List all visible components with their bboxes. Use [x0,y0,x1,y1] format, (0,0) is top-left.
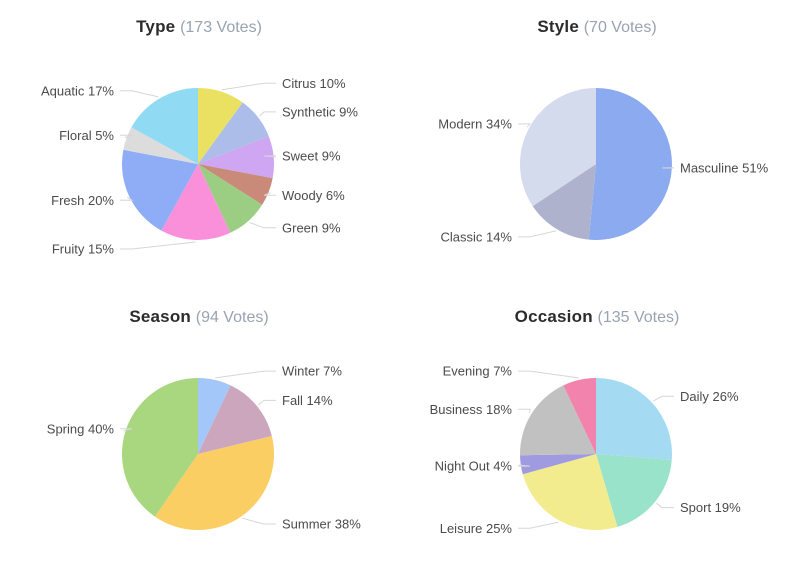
leader-line [260,112,276,116]
slice-label: Sweet 9% [282,149,341,164]
slice-label: Aquatic 17% [41,83,114,98]
leader-line [518,371,579,378]
chart-card-season: Winter 7%Fall 14%Summer 38%Spring 40% Se… [0,290,398,580]
leader-line [518,231,556,237]
chart-card-occasion: Daily 26% Sport 19% Leisure 25% Night Out 4… [398,290,796,580]
leader-line [250,223,276,228]
leader-line [518,522,558,528]
slice-label: Summer 38% [282,517,361,532]
slice-label: Evening 7% [443,364,513,379]
leader-line [222,83,276,90]
slice-label: Green 9% [282,220,341,235]
slice-label: Sport 19% [680,500,741,515]
pie-chart-style: Masculine 51% Classic 14% Modern 34% [398,0,796,290]
slice-label: Night Out 4% [435,459,513,474]
chart-card-style: Masculine 51%Classic 14%Modern 34% Style… [398,0,796,290]
slice-label: Winter 7% [282,364,342,379]
slice-label: Daily 26% [680,389,739,404]
pie-svg-style: Masculine 51% Classic 14% Modern 34% [398,0,796,290]
pie-chart-season: Winter 7% Fall 14% Summer 38% Spring 40% [0,290,398,580]
slice-label: Fall 14% [282,393,333,408]
leader-line [653,396,674,401]
leader-line [242,518,276,524]
chart-card-type: Citrus 10% Synthetic 9% Sweet 9% Woody 6% Gr… [0,0,398,290]
slice-label: Business 18% [430,402,513,417]
pie-chart-occasion: Daily 26% Sport 19% Leisure 25% Night Out 4… [398,290,796,580]
slice-label: Citrus 10% [282,76,346,91]
slice-label: Masculine 51% [680,161,769,176]
slice-label: Spring 40% [47,421,115,436]
slice-label: Fresh 20% [51,193,114,208]
slice-label: Classic 14% [440,229,512,244]
slice-label: Synthetic 9% [282,104,358,119]
leader-line [120,242,196,249]
slice-label: Woody 6% [282,188,345,203]
leader-line [264,156,276,157]
slice-label: Fruity 15% [52,242,115,257]
slice-label: Leisure 25% [440,521,513,536]
leader-line [657,503,675,507]
slice-label: Modern 34% [438,116,512,131]
pie-svg-type: Citrus 10% Synthetic 9% Sweet 9% Woody 6% Gr… [0,0,398,290]
leader-line [518,124,530,127]
leader-line [215,371,276,378]
leader-line [120,91,158,97]
leader-line [518,409,530,413]
leader-line [259,400,277,404]
pie-chart-type: Citrus 10% Synthetic 9% Sweet 9% Woody 6% Gr… [0,0,398,290]
pie-svg-season: Winter 7% Fall 14% Summer 38% Spring 40% [0,290,398,580]
pie-svg-occasion: Daily 26% Sport 19% Leisure 25% Night Out 4… [398,290,796,580]
pie-slice-daily[interactable] [596,378,672,460]
slice-label: Floral 5% [59,128,114,143]
pie-slice-masculine[interactable] [589,88,672,240]
